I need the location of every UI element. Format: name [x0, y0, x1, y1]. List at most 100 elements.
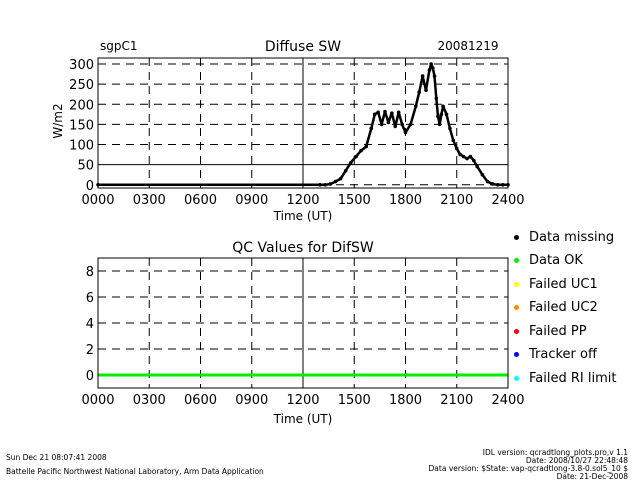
legend-marker-icon — [514, 375, 519, 381]
legend-item: Data OK — [514, 252, 583, 270]
p1-data-point — [383, 109, 387, 114]
p1-data-point — [439, 112, 444, 117]
legend-item: Tracker off — [514, 346, 597, 364]
legend-label: Failed RI limit — [529, 370, 617, 386]
legend-label: Data OK — [529, 253, 583, 268]
footer-data-version: Data version: $State: vap-qcradtlong-3.8… — [428, 464, 628, 473]
p1-data-point — [429, 62, 433, 66]
qc-values-plot: QC Values for DifSW Time (UT) 0000 0300 06… — [81, 240, 524, 426]
p1-data-point — [323, 182, 328, 187]
x-axis-label: Time (UT) — [273, 209, 333, 223]
plot-frame — [97, 57, 509, 189]
footer-data-date: Date: 21-Dec-2008 — [556, 472, 628, 481]
p1-x-tick-label: 1500 — [338, 193, 371, 208]
p1-data-point — [434, 96, 439, 101]
p2-x-tick-label: 0900 — [235, 393, 268, 408]
legend-label: Tracker off — [529, 347, 597, 362]
p1-data-point — [372, 112, 377, 117]
legend-marker-icon — [514, 234, 519, 240]
p1-data-point — [490, 182, 495, 186]
p1-x-tick-label: 1800 — [389, 193, 422, 208]
p1-y-tick-label: 250 — [69, 78, 94, 93]
p1-data-point — [359, 148, 363, 153]
p1-data-point — [454, 146, 459, 151]
legend-marker-icon — [514, 352, 519, 357]
date-label: 20081219 — [437, 39, 498, 53]
p1-data-point — [465, 156, 469, 161]
p1-y-tick-label: 200 — [69, 98, 94, 113]
p1-data-point — [396, 110, 401, 115]
p1-data-point — [417, 90, 421, 95]
site-label: sgpC1 — [100, 39, 138, 53]
p1-x-tick-label: 0300 — [133, 193, 166, 208]
p1-data-point — [501, 182, 505, 187]
p1-data-point — [468, 154, 473, 159]
p1-data-point — [485, 179, 490, 184]
qc-chart-title: QC Values for DifSW — [232, 240, 374, 256]
p2-y-tick-label: 2 — [86, 343, 94, 358]
p1-data-point — [458, 152, 462, 157]
p2-x-tick-label: 0000 — [81, 393, 114, 408]
p1-data-point — [386, 120, 391, 125]
p1-data-point — [420, 74, 425, 78]
p1-data-point — [441, 104, 445, 109]
p2-x-tick-label: 0600 — [184, 393, 217, 408]
legend-item: Failed PP — [514, 322, 587, 340]
diffuse-sw-plot: sgpC1 Diffuse SW 20081219 W/m2 Time (UT)… — [51, 39, 525, 223]
p1-y-tick-label: 100 — [69, 139, 94, 154]
legend-label: Failed UC1 — [529, 276, 598, 292]
p2-x-tick-label: 1200 — [286, 393, 319, 408]
p2-y-tick-label: 0 — [86, 369, 94, 384]
p1-data-point — [461, 154, 466, 159]
footer-timestamp: Sun Dec 21 08:07:41 2008 — [6, 453, 107, 462]
p1-data-point — [400, 122, 404, 127]
legend-label: Failed PP — [529, 323, 587, 339]
p1-data-point — [495, 182, 500, 187]
p1-data-point — [403, 130, 408, 135]
p1-data-point — [369, 126, 374, 131]
p1-x-tick-label: 0900 — [235, 193, 268, 208]
p2-y-tick-label: 4 — [86, 317, 94, 332]
footer-idl-version: IDL version: qcradtlong_plots.pro,v 1.1 — [482, 448, 628, 457]
p1-data-point — [338, 176, 343, 181]
p1-data-point — [379, 122, 384, 127]
legend-item: Failed RI limit — [514, 369, 616, 387]
y-axis-label: W/m2 — [51, 103, 65, 138]
legend-marker-icon — [514, 281, 519, 287]
p1-data-point — [472, 158, 476, 163]
p1-data-point — [343, 168, 348, 173]
qc-plot-frame — [97, 257, 509, 389]
p2-x-tick-label: 2100 — [440, 393, 473, 408]
p1-data-point — [413, 104, 418, 109]
p1-data-point — [436, 114, 440, 119]
p1-data-point — [431, 66, 435, 70]
p1-data-point — [318, 182, 322, 187]
legend-label: Failed UC2 — [529, 300, 598, 315]
p1-data-point — [390, 111, 394, 115]
p1-x-tick-label: 0600 — [184, 193, 217, 208]
p2-x-tick-label: 1500 — [338, 393, 371, 408]
p1-data-point — [444, 112, 449, 117]
p2-x-tick-label: 1800 — [389, 393, 422, 408]
p2-y-tick-label: 6 — [86, 291, 94, 306]
p1-data-point — [475, 164, 480, 169]
legend-label: Data missing — [529, 229, 615, 245]
p1-data-point — [364, 144, 369, 149]
p1-data-point — [408, 122, 413, 127]
p1-y-tick-label: 50 — [77, 159, 94, 174]
legend-marker-icon — [514, 305, 519, 310]
p1-y-tick-label: 0 — [86, 179, 94, 194]
p1-data-point — [480, 172, 485, 177]
p1-data-point — [451, 138, 456, 143]
p2-x-tick-label: 2400 — [491, 393, 524, 408]
p1-data-point — [333, 179, 338, 184]
legend-item: Failed UC1 — [514, 275, 598, 293]
legend-marker-icon — [514, 258, 519, 263]
qc-x-axis-label: Time (UT) — [273, 412, 333, 426]
p1-data-point — [448, 126, 452, 131]
p1-x-tick-label: 2400 — [491, 193, 524, 208]
p1-x-tick-label: 0000 — [81, 193, 114, 208]
p1-data-point — [427, 68, 432, 72]
